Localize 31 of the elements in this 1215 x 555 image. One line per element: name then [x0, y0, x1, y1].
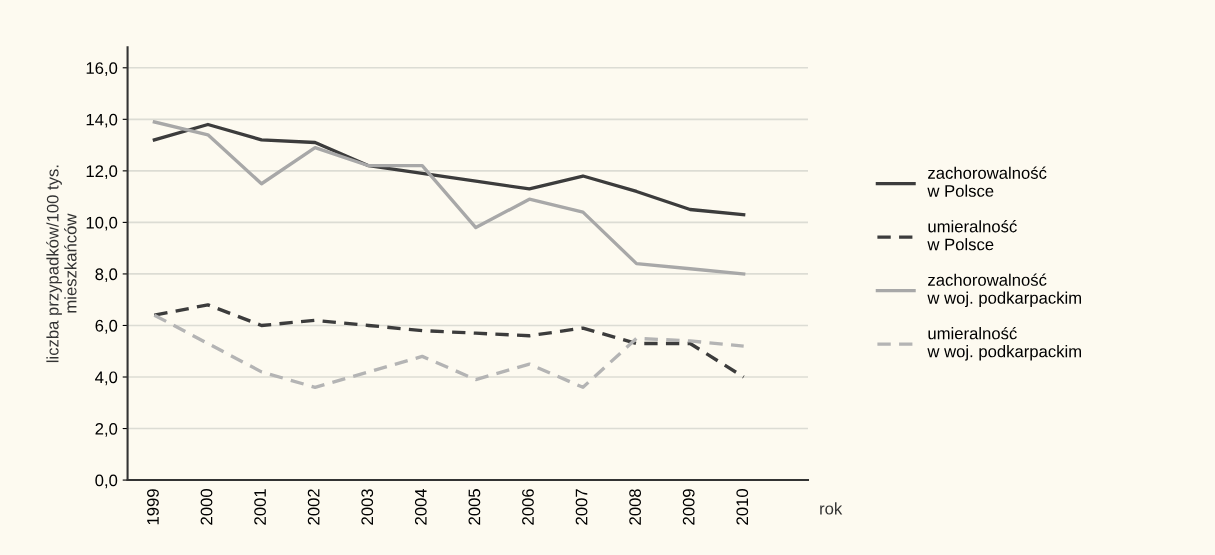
x-tick-label: 2004	[414, 488, 427, 525]
y-tick-label: 14,0	[86, 113, 118, 128]
legend-label: zachorowalność w Polsce	[927, 166, 1047, 197]
y-tick-label: 2,0	[95, 422, 118, 437]
x-tick-label: 2003	[361, 489, 374, 525]
y-tick-label: 6,0	[95, 319, 118, 334]
line-series	[152, 120, 746, 276]
y-tick-label: 8,0	[95, 268, 118, 283]
legend-label: umieralność w woj. podkarpackim	[927, 326, 1081, 361]
line-series	[152, 313, 746, 389]
y-tick-label: 12,0	[86, 165, 118, 180]
y-tick-label: 16,0	[86, 62, 118, 76]
y-tick-label: 0,0	[95, 474, 118, 489]
x-tick-label: 1999	[147, 489, 159, 525]
x-tick-label: 2008	[629, 489, 642, 525]
y-tick-label: 10,0	[86, 216, 118, 231]
x-tick-label: 2002	[307, 489, 320, 525]
x-tick-label: 2006	[522, 489, 534, 525]
line-series	[152, 122, 746, 217]
x-axis-title: rok	[820, 502, 843, 515]
line-series	[152, 303, 746, 379]
x-tick-label: 2010	[736, 489, 749, 525]
legend-label: zachorowalność w woj. podkarpackim	[927, 273, 1081, 308]
x-tick-label: 2001	[254, 489, 266, 525]
x-tick-label: 2007	[575, 489, 588, 525]
legend-label: umieralność w Polsce	[927, 219, 1017, 251]
x-tick-label: 2000	[200, 489, 213, 525]
y-tick-label: 4,0	[95, 371, 118, 386]
x-tick-label: 2009	[682, 489, 695, 525]
y-axis-title: liczba przypadków/100 tys. mieszkańców	[46, 165, 77, 363]
x-tick-label: 2005	[468, 489, 481, 525]
